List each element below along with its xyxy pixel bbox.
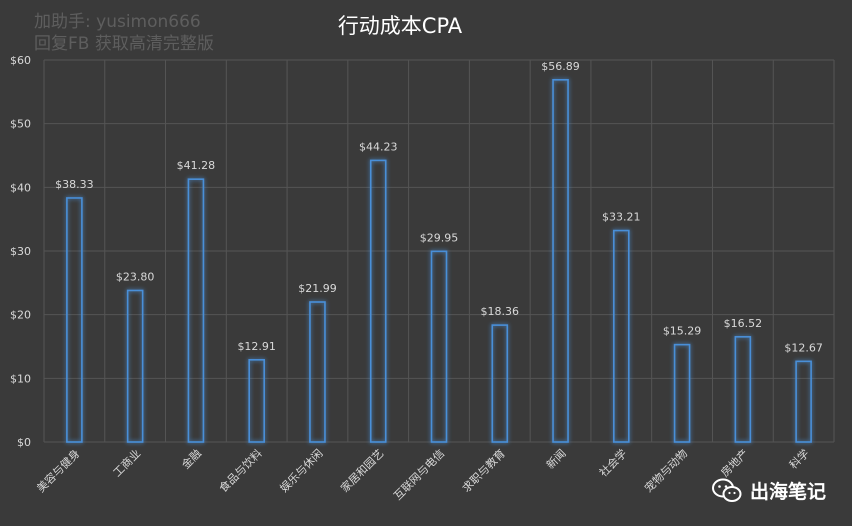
bar-data-label: $41.28 [177,159,216,172]
y-tick-label: $20 [10,309,31,322]
x-tick-label: 科学 [786,446,811,471]
bar [187,178,205,443]
y-tick-label: $40 [10,181,31,194]
y-tick-label: $50 [10,118,31,131]
chart-title: 行动成本CPA [338,14,463,38]
y-tick-label: $30 [10,245,31,258]
gridlines [43,59,835,443]
y-axis-ticks: $0 $10 $20 $30 $40 $50 $60 [10,54,31,449]
bar [248,359,265,443]
bar-data-label: $23.80 [116,270,155,283]
bar-data-label: $33.21 [602,211,641,224]
bars [66,79,812,443]
x-tick-label: 求职与教育 [459,446,508,495]
x-tick-label: 美容与健身 [34,446,83,495]
bar-data-label: $44.23 [359,140,398,153]
bar-data-label: $16.52 [724,317,763,330]
x-tick-label: 社会学 [596,446,629,479]
bar-data-label: $29.95 [420,231,459,244]
x-tick-label: 房地产 [718,446,751,479]
bar [613,229,630,443]
brand-badge: 出海笔记 [711,477,826,504]
x-tick-label: 娱乐与休闲 [277,446,326,495]
bar-data-label: $12.91 [237,340,276,353]
brand-label: 出海笔记 [749,481,826,503]
bar [430,250,448,443]
wechat-icon [711,478,742,502]
data-labels: $38.33 $23.80 $41.28 $12.91 $21.99 $44.23 $29.… [55,60,823,355]
bar [126,289,144,443]
bar [491,324,509,443]
x-tick-label: 新闻 [543,446,568,471]
y-tick-label: $0 [17,436,31,449]
x-axis-ticks: 美容与健身 工商业 金融 食品与饮料 娱乐与休闲 家居和园艺 互联网与电信 求职与教育 新闻 社会… [34,446,812,503]
bar [795,360,812,443]
bar [309,301,326,443]
bar-data-label: $21.99 [298,282,337,295]
bar [66,197,83,443]
bar-data-label: $15.29 [663,325,702,338]
y-tick-label: $60 [10,54,31,67]
watermark-line-1: 加助手: yusimon666 [34,12,201,32]
bar [369,159,387,443]
x-tick-label: 互联网与电信 [391,447,447,503]
bar [734,336,752,443]
watermark-line-2: 回复FB 获取高清完整版 [34,34,214,54]
x-tick-label: 食品与饮料 [216,446,265,495]
bar-data-label: $38.33 [55,178,94,191]
bar [552,79,569,443]
bar-data-label: $12.67 [784,341,823,354]
bar-data-label: $56.89 [541,60,580,73]
x-tick-label: 家居和园艺 [338,446,387,495]
x-tick-label: 宠物与动物 [641,446,690,495]
x-tick-label: 工商业 [110,446,143,479]
x-tick-label: 金融 [179,446,204,471]
bar [673,343,691,443]
y-tick-label: $10 [10,372,31,385]
bar-data-label: $18.36 [481,305,520,318]
